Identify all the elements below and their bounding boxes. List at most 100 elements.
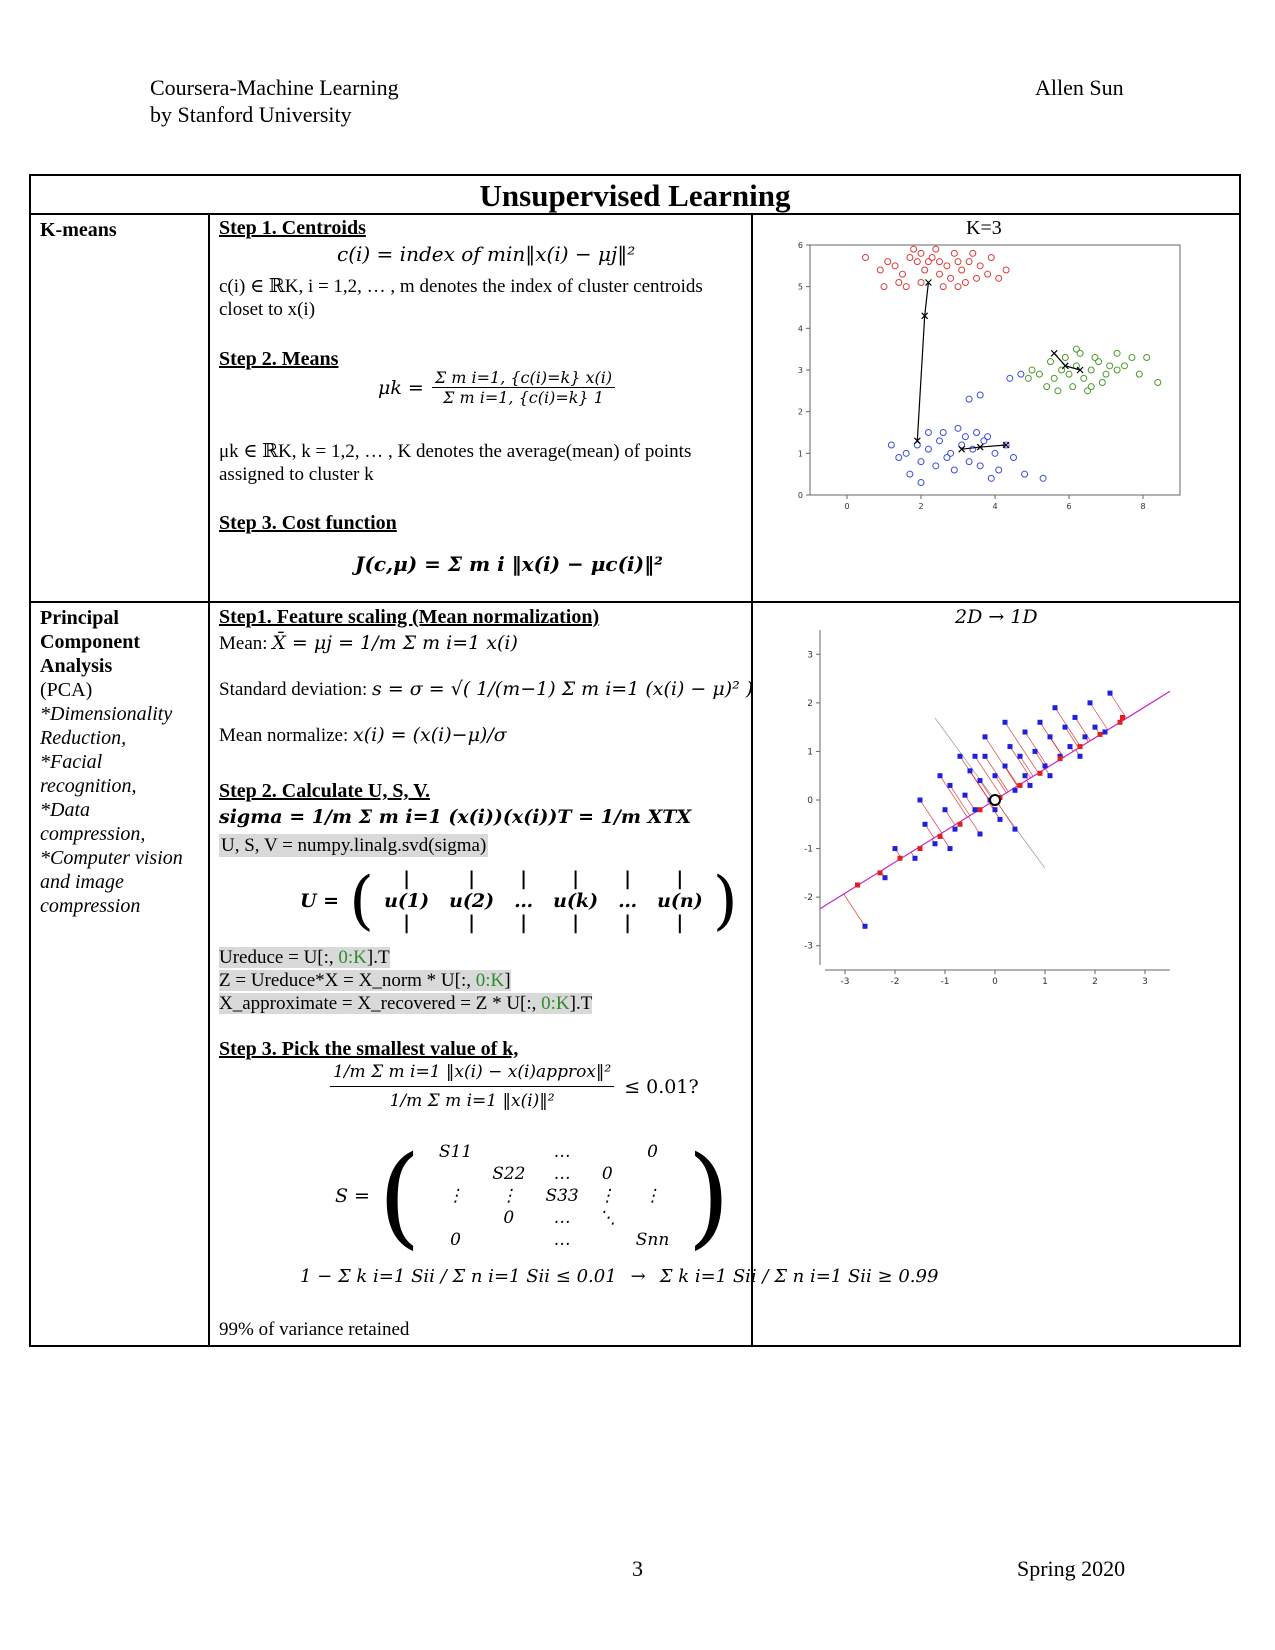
data-point xyxy=(882,875,888,881)
projected-point xyxy=(977,807,983,813)
pca-std-formula: s = σ = √( 1/(m−1) Σ m i=1 (x(i) − μ)² ) xyxy=(372,678,754,700)
x-tick-label: -3 xyxy=(841,977,850,987)
pca-mean-label: Mean: xyxy=(219,633,268,654)
data-point xyxy=(954,283,962,291)
kmeans-step2-den: Σ m i=1, {c(i)=k} 1 xyxy=(443,388,604,407)
data-point xyxy=(947,846,953,852)
data-point xyxy=(912,855,918,861)
y-tick-label: 1 xyxy=(807,747,813,757)
centroid-marker xyxy=(958,445,966,453)
y-tick-label: 6 xyxy=(798,241,803,250)
y-tick-label: -1 xyxy=(804,845,813,855)
data-point xyxy=(937,773,943,779)
s-matrix-cell: ⋮ xyxy=(500,1186,518,1206)
data-point xyxy=(1135,370,1143,378)
author: Allen Sun xyxy=(1035,75,1124,100)
pca-label-plain: (PCA) xyxy=(40,679,93,701)
data-point xyxy=(1067,744,1073,750)
pca-label-item-2: *Facial recognition, xyxy=(40,751,137,797)
pca-s-close-paren: ) xyxy=(687,1132,731,1260)
pca-xapprox-suffix: ].T xyxy=(569,993,593,1014)
data-point xyxy=(943,262,951,270)
kmeans-step3-formula: J(c,μ) = Σ m i ‖x(i) − μc(i)‖² xyxy=(355,552,663,576)
pca-label-item-3: *Data compression, xyxy=(40,799,146,845)
data-point xyxy=(902,283,910,291)
data-point xyxy=(952,826,958,832)
data-point xyxy=(917,279,925,286)
pca-u-col: | u(n) | xyxy=(657,868,703,934)
projected-point xyxy=(897,855,903,861)
data-point xyxy=(932,841,938,847)
kmeans-step3-title: Step 3. Cost function xyxy=(219,512,397,534)
pca-u-col: |… | xyxy=(618,868,638,934)
s-matrix-cell: ⋮ xyxy=(598,1186,616,1206)
data-point xyxy=(906,254,914,261)
s-matrix-cell xyxy=(482,1141,535,1163)
pca-step1-title: Step1. Feature scaling (Mean normalizati… xyxy=(219,606,600,628)
projected-point xyxy=(1017,782,1023,788)
secondary-axis xyxy=(934,717,1046,869)
pca-ureduce-prefix: Ureduce = U[:, xyxy=(219,947,339,968)
col-divider-2 xyxy=(751,213,753,1347)
projection-line xyxy=(959,756,991,803)
pca-u-col-label: u(2) xyxy=(449,890,495,912)
centroid-marker xyxy=(1050,349,1058,357)
data-point xyxy=(1113,366,1121,374)
pca-norm-line: Mean normalize: x(i) = (x(i)−μ)/σ xyxy=(219,724,507,747)
data-point xyxy=(1047,734,1053,740)
pca-s-lhs: S = xyxy=(335,1185,370,1207)
pca-scatter-plot: -3 -2 -1 0 1 2 3 -3 -2 -1 0 1 2 3 xyxy=(804,630,1171,987)
data-point xyxy=(961,279,969,286)
data-point xyxy=(1007,744,1013,750)
y-tick-label: -3 xyxy=(804,942,813,952)
s-matrix-cell: … xyxy=(553,1208,571,1228)
s-matrix-cell: S22 xyxy=(492,1164,526,1184)
kmeans-step1-desc-b: closet to x(i) xyxy=(219,299,316,320)
x-tick-label: 0 xyxy=(844,502,849,511)
s-matrix-cell: … xyxy=(553,1230,571,1250)
data-point xyxy=(967,768,973,774)
data-point xyxy=(892,846,898,852)
data-point xyxy=(997,816,1003,822)
data-point xyxy=(995,274,1003,282)
data-point xyxy=(1058,366,1066,374)
data-point xyxy=(1084,387,1091,395)
data-point xyxy=(913,441,921,449)
data-point xyxy=(995,466,1003,474)
projection-line xyxy=(974,756,1002,797)
row-divider xyxy=(29,601,1241,603)
data-point xyxy=(1065,370,1073,378)
projection-line xyxy=(1019,756,1034,777)
data-point xyxy=(1010,454,1017,461)
data-point xyxy=(939,429,947,436)
data-point xyxy=(1087,700,1093,706)
s-matrix-row: S11 … 0 xyxy=(429,1141,679,1163)
data-point xyxy=(1021,470,1029,478)
col-divider-1 xyxy=(208,213,210,1347)
data-point xyxy=(992,807,998,813)
data-point xyxy=(917,249,925,257)
s-matrix-cell: Snn xyxy=(635,1230,670,1250)
data-point xyxy=(922,821,928,827)
data-point xyxy=(1002,763,1008,769)
data-point xyxy=(895,279,903,286)
data-point xyxy=(1047,358,1054,366)
x-tick-label: 1 xyxy=(1042,977,1048,987)
data-point xyxy=(973,429,980,436)
s-matrix-cell xyxy=(589,1141,626,1163)
projection-line xyxy=(969,770,992,803)
data-point xyxy=(1098,379,1106,386)
data-point xyxy=(984,270,992,278)
data-point xyxy=(1091,354,1099,361)
data-point xyxy=(902,449,910,457)
data-point xyxy=(895,454,903,461)
s-matrix-cell xyxy=(589,1229,626,1251)
data-point xyxy=(992,773,998,779)
projection-line xyxy=(1004,722,1039,774)
pca-ratio-formula: 1/m Σ m i=1 ‖x(i) − x(i)approx‖² 1/m Σ m… xyxy=(330,1062,699,1111)
s-matrix-row: 0 … ⋱ xyxy=(429,1207,679,1229)
data-point xyxy=(1102,370,1110,378)
data-point xyxy=(936,258,943,266)
data-point xyxy=(1072,714,1078,720)
kmeans-plot-title: K=3 xyxy=(966,217,1002,239)
